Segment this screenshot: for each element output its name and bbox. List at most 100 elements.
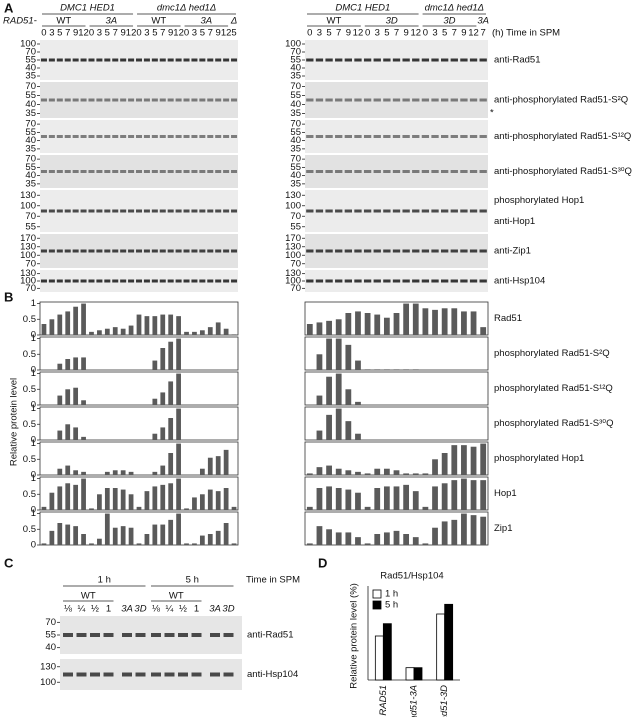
blot-band <box>63 672 73 677</box>
blot-band <box>104 98 111 102</box>
blot-band <box>143 98 150 102</box>
panel-label: D <box>318 555 327 570</box>
blot-band <box>64 249 71 253</box>
blot-band <box>469 58 478 62</box>
bar <box>89 508 94 510</box>
blot-band <box>103 633 114 637</box>
blot-band <box>306 135 314 138</box>
bar <box>432 527 438 545</box>
blot-band <box>72 249 79 253</box>
bar <box>480 327 487 335</box>
blot-band <box>383 279 391 283</box>
bar <box>461 445 467 475</box>
blot-band <box>363 135 372 138</box>
blot-band <box>223 279 230 283</box>
blot-band <box>143 279 150 283</box>
bar <box>403 534 410 545</box>
blot-band <box>64 135 71 138</box>
allele-label: 3A <box>477 16 489 27</box>
blot-band <box>460 135 468 138</box>
mw-marker: 40 <box>25 170 36 181</box>
bar <box>480 516 487 545</box>
bar <box>41 324 47 335</box>
blot-band <box>392 279 401 283</box>
blot-band <box>450 170 458 173</box>
strain-label: DMC1 HED1 <box>335 3 390 14</box>
blot-band <box>412 170 420 173</box>
blot-band <box>80 170 87 173</box>
blot-band <box>183 209 190 213</box>
mw-marker: 130 <box>20 268 36 279</box>
bar <box>152 398 158 405</box>
lane-label: ½ <box>91 604 99 615</box>
timepoint-label: 1 h <box>98 575 111 586</box>
bar <box>65 465 71 475</box>
bar <box>73 306 79 335</box>
blot-band <box>48 209 55 213</box>
bar <box>160 392 166 405</box>
bar <box>326 414 332 440</box>
blot-band <box>40 249 47 253</box>
blot-band <box>56 279 63 283</box>
bar <box>412 491 419 510</box>
bar <box>403 369 410 370</box>
blot-band <box>450 135 458 138</box>
bar <box>207 534 213 545</box>
blot-band <box>167 135 174 138</box>
blot-band <box>335 58 343 62</box>
blot-band <box>402 209 410 213</box>
blot-band <box>325 249 333 253</box>
bar <box>57 314 63 335</box>
blot-band <box>431 98 439 102</box>
bar <box>136 506 142 510</box>
blot-band <box>469 170 478 173</box>
blot-band <box>175 58 182 62</box>
bar <box>73 357 79 370</box>
blot-band <box>440 98 449 102</box>
bar <box>345 489 352 510</box>
bar <box>326 338 332 370</box>
bar <box>168 381 174 405</box>
bar <box>335 532 342 545</box>
y-tick-label: 1 <box>31 473 36 484</box>
bar <box>168 341 174 370</box>
blot-band <box>315 98 324 102</box>
x-tick-label: RAD51 <box>378 685 389 716</box>
allele-label: 3D <box>386 16 398 27</box>
bar <box>176 443 181 475</box>
blot-band <box>207 135 214 138</box>
blot-band <box>354 170 362 173</box>
lane-time: 12 <box>410 28 421 39</box>
bar <box>316 322 323 335</box>
blot-band <box>199 209 206 213</box>
lane-time: 5 <box>442 28 447 39</box>
plot-frame <box>304 406 489 441</box>
blot-band <box>440 135 449 138</box>
blot-band <box>469 249 478 253</box>
bar <box>374 369 381 370</box>
bar <box>422 506 429 510</box>
blot-band <box>183 170 190 173</box>
bar <box>412 303 419 335</box>
blot-band <box>207 279 214 283</box>
bar <box>176 408 181 440</box>
lane-label: 1 <box>106 604 111 615</box>
blot-note: * <box>490 108 494 119</box>
panel-label: A <box>4 0 14 15</box>
blot-band <box>183 135 190 138</box>
bar <box>120 526 126 545</box>
blot-band <box>363 58 372 62</box>
bar <box>160 465 166 475</box>
blot-band <box>104 249 111 253</box>
blot-band <box>363 170 372 173</box>
bar <box>184 543 189 545</box>
blot-band <box>469 279 478 283</box>
blot-band <box>128 58 135 62</box>
blot-band <box>191 170 198 173</box>
bar <box>207 327 213 335</box>
blot-band <box>135 98 143 102</box>
plot-frame <box>39 371 239 406</box>
mw-marker: 70 <box>25 81 36 92</box>
blot-band <box>231 209 238 213</box>
blot-band <box>88 249 95 253</box>
